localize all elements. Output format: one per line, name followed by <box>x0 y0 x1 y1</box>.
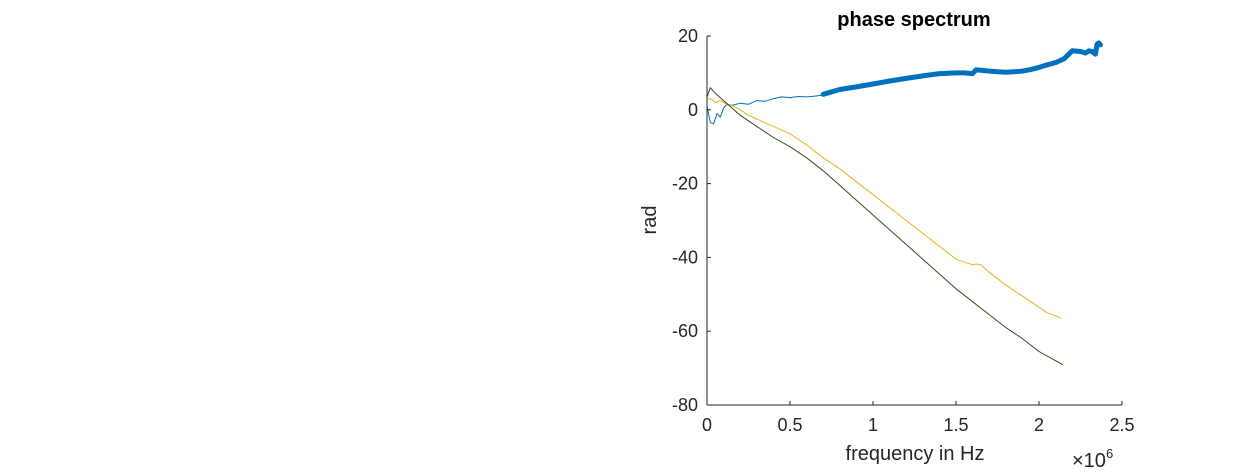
series-line-2 <box>820 40 1103 97</box>
x-exponent-base: ×10 <box>1072 450 1106 472</box>
y-axis-label: rad <box>639 206 661 235</box>
y-tick-label: 20 <box>678 26 698 46</box>
y-tick-label: -60 <box>672 321 698 341</box>
x-tick-label: 2 <box>1034 415 1044 435</box>
y-tick-label: -20 <box>672 174 698 194</box>
x-tick-label: 2.5 <box>1109 415 1134 435</box>
x-tick-label: 1 <box>868 415 878 435</box>
ticks-layer: 0 0.5 1 1.5 2 2.5 20 0 -20 -40 -60 -80 <box>672 26 1135 435</box>
y-tick-label: -80 <box>672 395 698 415</box>
series-line-4 <box>706 87 1063 365</box>
series-layer <box>706 40 1103 365</box>
chart-title: phase spectrum <box>837 9 990 31</box>
x-tick-label: 0 <box>702 415 712 435</box>
axes-layer <box>706 36 1122 406</box>
x-tick-label: 1.5 <box>943 415 968 435</box>
series-line-1 <box>706 94 824 125</box>
y-tick-label: 0 <box>688 100 698 120</box>
y-tick-label: -40 <box>672 247 698 267</box>
x-axis-label: frequency in Hz <box>846 443 985 465</box>
x-exponent-label: ×106 <box>1072 446 1113 472</box>
series-line-3 <box>706 98 1062 319</box>
x-exponent-power: 6 <box>1106 446 1113 461</box>
x-tick-label: 0.5 <box>777 415 802 435</box>
